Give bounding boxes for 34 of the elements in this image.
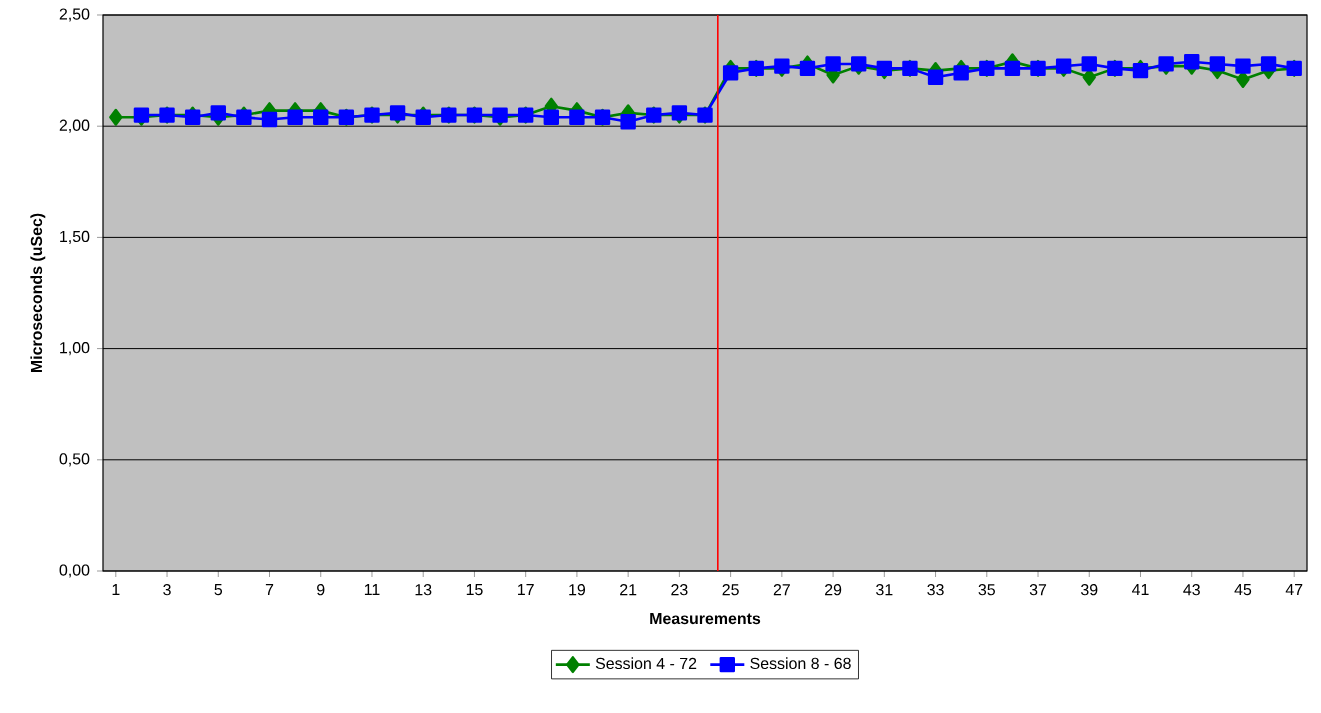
x-tick-label: 39 bbox=[1080, 584, 1098, 596]
x-tick-label: 5 bbox=[214, 584, 223, 596]
x-tick-label: 47 bbox=[1285, 584, 1303, 596]
x-tick-label: 17 bbox=[518, 584, 534, 596]
x-axis-title: Measurements bbox=[650, 613, 761, 625]
x-tick-label: 23 bbox=[671, 584, 688, 596]
x-tick-label: 41 bbox=[1132, 584, 1149, 596]
legend-label: Session 8 - 68 bbox=[750, 657, 851, 670]
x-tick-label: 3 bbox=[163, 584, 171, 596]
y-tick-label: 1,00 bbox=[60, 342, 90, 356]
x-tick-label: 11 bbox=[364, 584, 380, 596]
x-tick-label: 13 bbox=[415, 584, 432, 596]
x-tick-label: 35 bbox=[978, 584, 995, 596]
x-tick-label: 37 bbox=[1029, 584, 1047, 596]
y-tick-label: 0,50 bbox=[59, 453, 90, 467]
x-tick-label: 25 bbox=[722, 584, 739, 596]
x-tick-label: 19 bbox=[569, 584, 586, 596]
x-tick-label: 21 bbox=[620, 584, 637, 596]
x-tick-label: 1 bbox=[112, 584, 120, 596]
y-tick-label: 0,00 bbox=[59, 564, 90, 578]
x-tick-label: 43 bbox=[1183, 584, 1200, 596]
x-tick-label: 27 bbox=[773, 584, 790, 596]
x-tick-label: 9 bbox=[317, 584, 325, 596]
y-tick-label: 1,50 bbox=[60, 230, 90, 244]
y-tick-label: 2,00 bbox=[59, 119, 90, 133]
x-tick-label: 31 bbox=[876, 584, 893, 596]
y-axis-title: Microseconds (uSec) bbox=[30, 213, 46, 373]
y-tick-label: 2,50 bbox=[59, 8, 90, 22]
x-tick-label: 45 bbox=[1234, 584, 1252, 596]
legend-label: Session 4 - 72 bbox=[595, 657, 697, 670]
x-tick-label: 33 bbox=[927, 584, 944, 596]
x-tick-label: 7 bbox=[265, 584, 274, 596]
x-tick-label: 15 bbox=[466, 584, 483, 596]
x-tick-label: 29 bbox=[825, 584, 842, 596]
